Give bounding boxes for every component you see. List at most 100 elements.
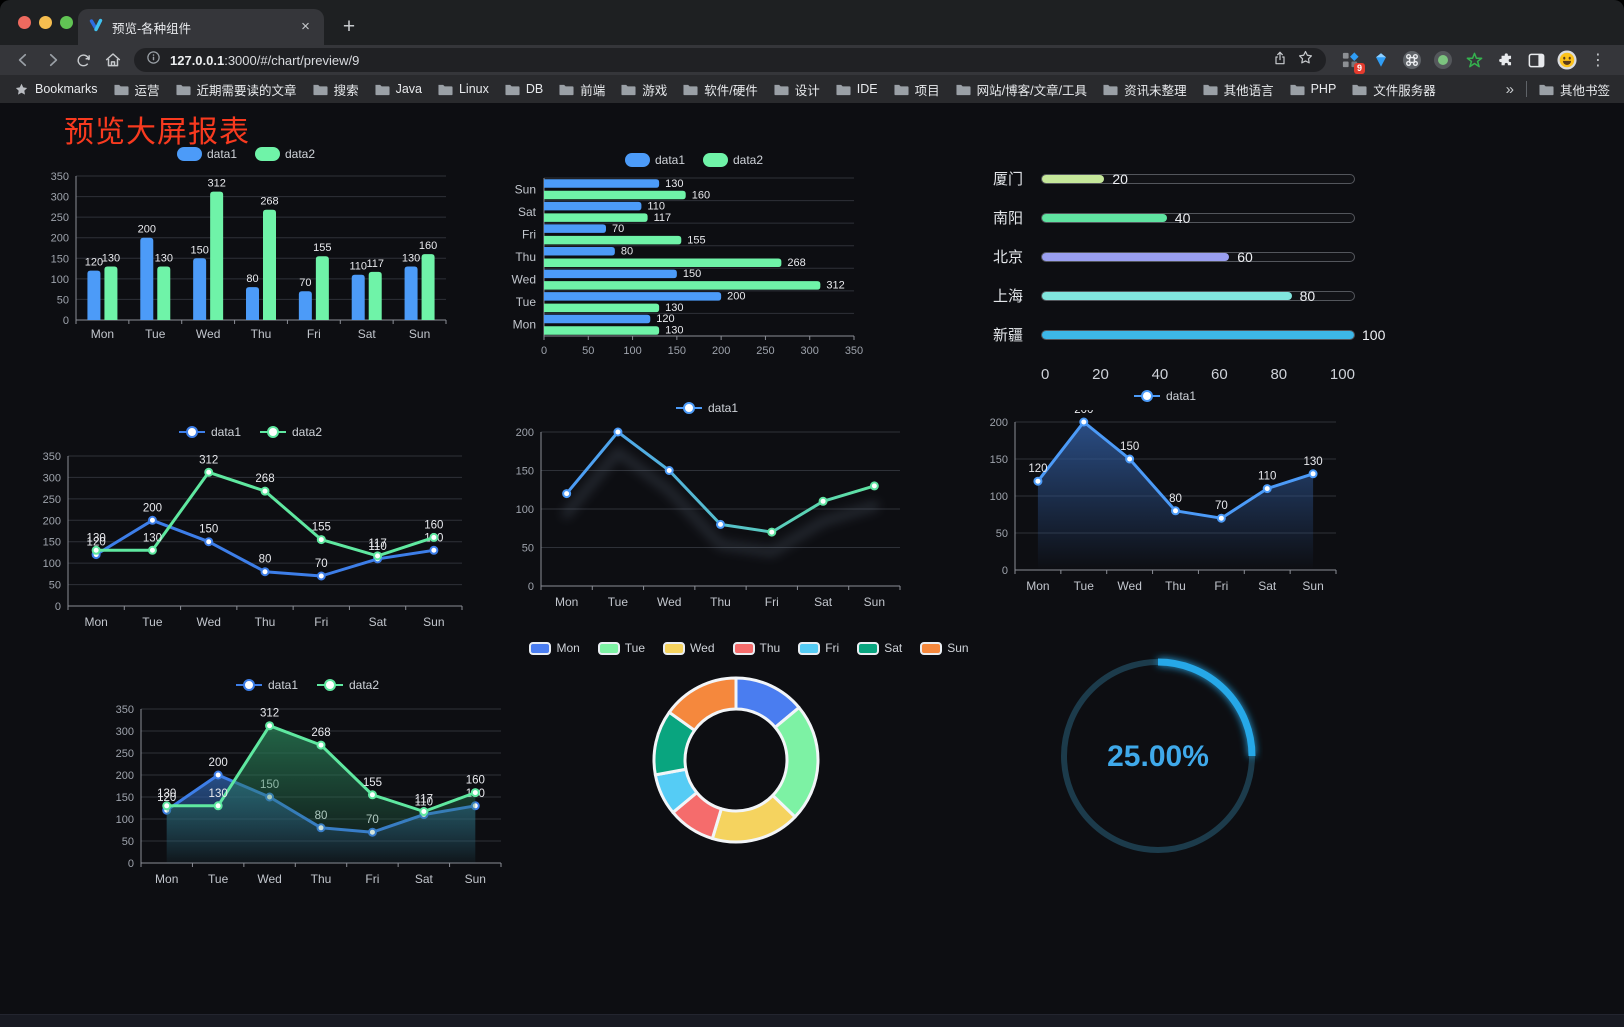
svg-text:160: 160 [419, 240, 437, 252]
extension-command-icon[interactable] [1402, 50, 1422, 70]
address-bar[interactable]: 127.0.0.1:3000/#/chart/preview/9 [134, 48, 1326, 72]
bookmark-item[interactable]: 项目 [894, 80, 940, 99]
legend-swatch [624, 153, 650, 167]
bookmark-item[interactable]: PHP [1290, 82, 1336, 96]
svg-text:268: 268 [255, 473, 274, 485]
extension-gem-icon[interactable] [1371, 50, 1391, 70]
bookmark-item[interactable]: 资讯未整理 [1103, 80, 1187, 99]
svg-text:130: 130 [155, 253, 173, 265]
legend-item-data1[interactable]: data1 [1133, 389, 1196, 403]
legend-item-Sun[interactable]: Sun [920, 641, 969, 655]
legend-item-data1[interactable]: data1 [624, 153, 685, 167]
progress-row-新疆[interactable]: 新疆 100 [993, 315, 1385, 354]
close-window-button[interactable] [18, 16, 31, 29]
dual-line-chart[interactable]: data1 data2 0 50 100 150 200 250 300 350 Mon Tue Wed… [28, 425, 472, 634]
browser-tab[interactable]: 预览-各种组件 × [78, 9, 324, 45]
bookmark-item[interactable]: 近期需要读的文章 [176, 80, 297, 99]
svg-text:350: 350 [51, 171, 69, 183]
progress-bar-list[interactable]: 厦门 20 南阳 40 北京 60 上海 80 新疆 100 0 20 40 60 80 100 [993, 159, 1385, 384]
browser-menu-icon[interactable]: ⋮ [1590, 52, 1606, 69]
horizontal-bar-chart[interactable]: data1 data2 0 50 100 150 200 250 300 350 Sun 130 160… [498, 153, 890, 360]
zoom-window-button[interactable] [60, 16, 73, 29]
legend-item-Fri[interactable]: Fri [798, 641, 839, 655]
profile-avatar[interactable] [1557, 50, 1577, 70]
svg-text:Mon: Mon [84, 615, 107, 629]
legend-swatch [663, 641, 686, 655]
share-icon[interactable] [1272, 50, 1288, 71]
panel-gauge: 25.00% [1052, 651, 1264, 861]
legend-item-Thu[interactable]: Thu [732, 641, 780, 655]
progress-row-北京[interactable]: 北京 60 [993, 237, 1355, 276]
legend-item-data1[interactable]: data1 [176, 147, 237, 161]
url-host: 127.0.0.1 [170, 52, 225, 68]
home-button[interactable] [98, 47, 128, 73]
legend-label: data1 [707, 401, 739, 415]
legend-item-Wed[interactable]: Wed [663, 641, 715, 655]
progress-row-南阳[interactable]: 南阳 40 [993, 198, 1355, 237]
bookmark-item[interactable]: 软件/硬件 [683, 80, 758, 99]
progress-track: 40 [1041, 210, 1355, 226]
side-panel-icon[interactable] [1526, 50, 1546, 70]
grouped-bar-chart[interactable]: data1 data2 0 50 100 150 200 250 300 350 Mon Tue Wed… [40, 147, 452, 346]
extension-record-icon[interactable] [1433, 50, 1453, 70]
bookmark-item[interactable]: 运营 [114, 80, 160, 99]
minimize-window-button[interactable] [39, 16, 52, 29]
legend-item-data2[interactable]: data2 [255, 147, 315, 161]
legend-item-data1[interactable]: data1 [178, 425, 241, 439]
bookmark-item[interactable]: Linux [438, 82, 489, 96]
bookmarks-overflow-chevron[interactable]: » [1505, 80, 1514, 98]
svg-text:130: 130 [87, 532, 106, 544]
legend-item-data1[interactable]: data1 [235, 678, 298, 692]
svg-text:50: 50 [582, 345, 594, 357]
bookmark-item[interactable]: 设计 [774, 80, 820, 99]
svg-text:Sun: Sun [515, 182, 536, 196]
bookmark-item[interactable]: 搜索 [313, 80, 359, 99]
bookmark-item[interactable]: IDE [836, 82, 878, 96]
donut-chart[interactable]: Mon Tue Wed Thu Fri Sat Sun [529, 641, 969, 862]
svg-text:Fri: Fri [307, 327, 321, 341]
svg-text:250: 250 [51, 212, 69, 224]
svg-text:110: 110 [647, 200, 665, 212]
new-tab-button[interactable]: + [342, 15, 356, 38]
svg-text:50: 50 [122, 836, 134, 848]
svg-text:Sun: Sun [409, 327, 430, 341]
extensions-area: 9 ⋮ [1332, 50, 1616, 74]
bookmark-item[interactable]: 前端 [559, 80, 605, 99]
axis-tick-label: 100 [1329, 366, 1355, 383]
legend-item-data2[interactable]: data2 [316, 678, 379, 692]
reload-button[interactable] [68, 47, 98, 73]
progress-row-厦门[interactable]: 厦门 20 [993, 159, 1355, 198]
svg-text:130: 130 [143, 532, 162, 544]
svg-text:Mon: Mon [91, 327, 114, 341]
legend-item-Tue[interactable]: Tue [597, 641, 645, 655]
legend-swatch [920, 641, 943, 655]
site-info-icon[interactable] [146, 50, 161, 70]
single-area-chart[interactable]: data1 0 50 100 150 200 Mon Tue Wed Thu Fri Sat Sun 12… [981, 389, 1348, 598]
extension-grid-icon[interactable]: 9 [1340, 50, 1365, 74]
legend-item-data1[interactable]: data1 [675, 401, 738, 415]
bookmark-item[interactable]: DB [505, 82, 543, 96]
legend-item-data2[interactable]: data2 [703, 153, 763, 167]
tab-close-icon[interactable]: × [301, 17, 310, 35]
extension-star-icon[interactable] [1464, 50, 1484, 70]
legend-item-data2[interactable]: data2 [259, 425, 322, 439]
forward-button[interactable] [38, 47, 68, 73]
progress-row-上海[interactable]: 上海 80 [993, 276, 1355, 315]
legend-item-Sat[interactable]: Sat [857, 641, 902, 655]
legend-item-Mon[interactable]: Mon [529, 641, 580, 655]
extensions-puzzle-icon[interactable] [1495, 50, 1515, 70]
bookmark-star-icon[interactable] [1297, 49, 1314, 71]
other-bookmarks[interactable]: 其他书签 [1539, 80, 1610, 99]
bookmark-item[interactable]: Java [375, 82, 422, 96]
bookmark-item[interactable]: 网站/博客/文章/工具 [956, 80, 1087, 99]
bookmark-item[interactable]: 其他语言 [1203, 80, 1274, 99]
back-button[interactable] [8, 47, 38, 73]
svg-text:80: 80 [259, 554, 272, 566]
pie-slice-Sun[interactable] [667, 676, 738, 732]
bookmarks-manager[interactable]: Bookmarks [14, 82, 98, 97]
bookmark-item[interactable]: 文件服务器 [1352, 80, 1436, 99]
gradient-line-chart[interactable]: data1 0 50 100 150 200 Mon Tue Wed Thu Fri Sat Sun [503, 401, 910, 614]
gauge-chart[interactable]: 25.00% [1052, 651, 1264, 861]
dual-area-chart[interactable]: data1 data2 0 50 100 150 200 250 300 350 Mon Tue Wed… [103, 678, 511, 891]
bookmark-item[interactable]: 游戏 [621, 80, 667, 99]
